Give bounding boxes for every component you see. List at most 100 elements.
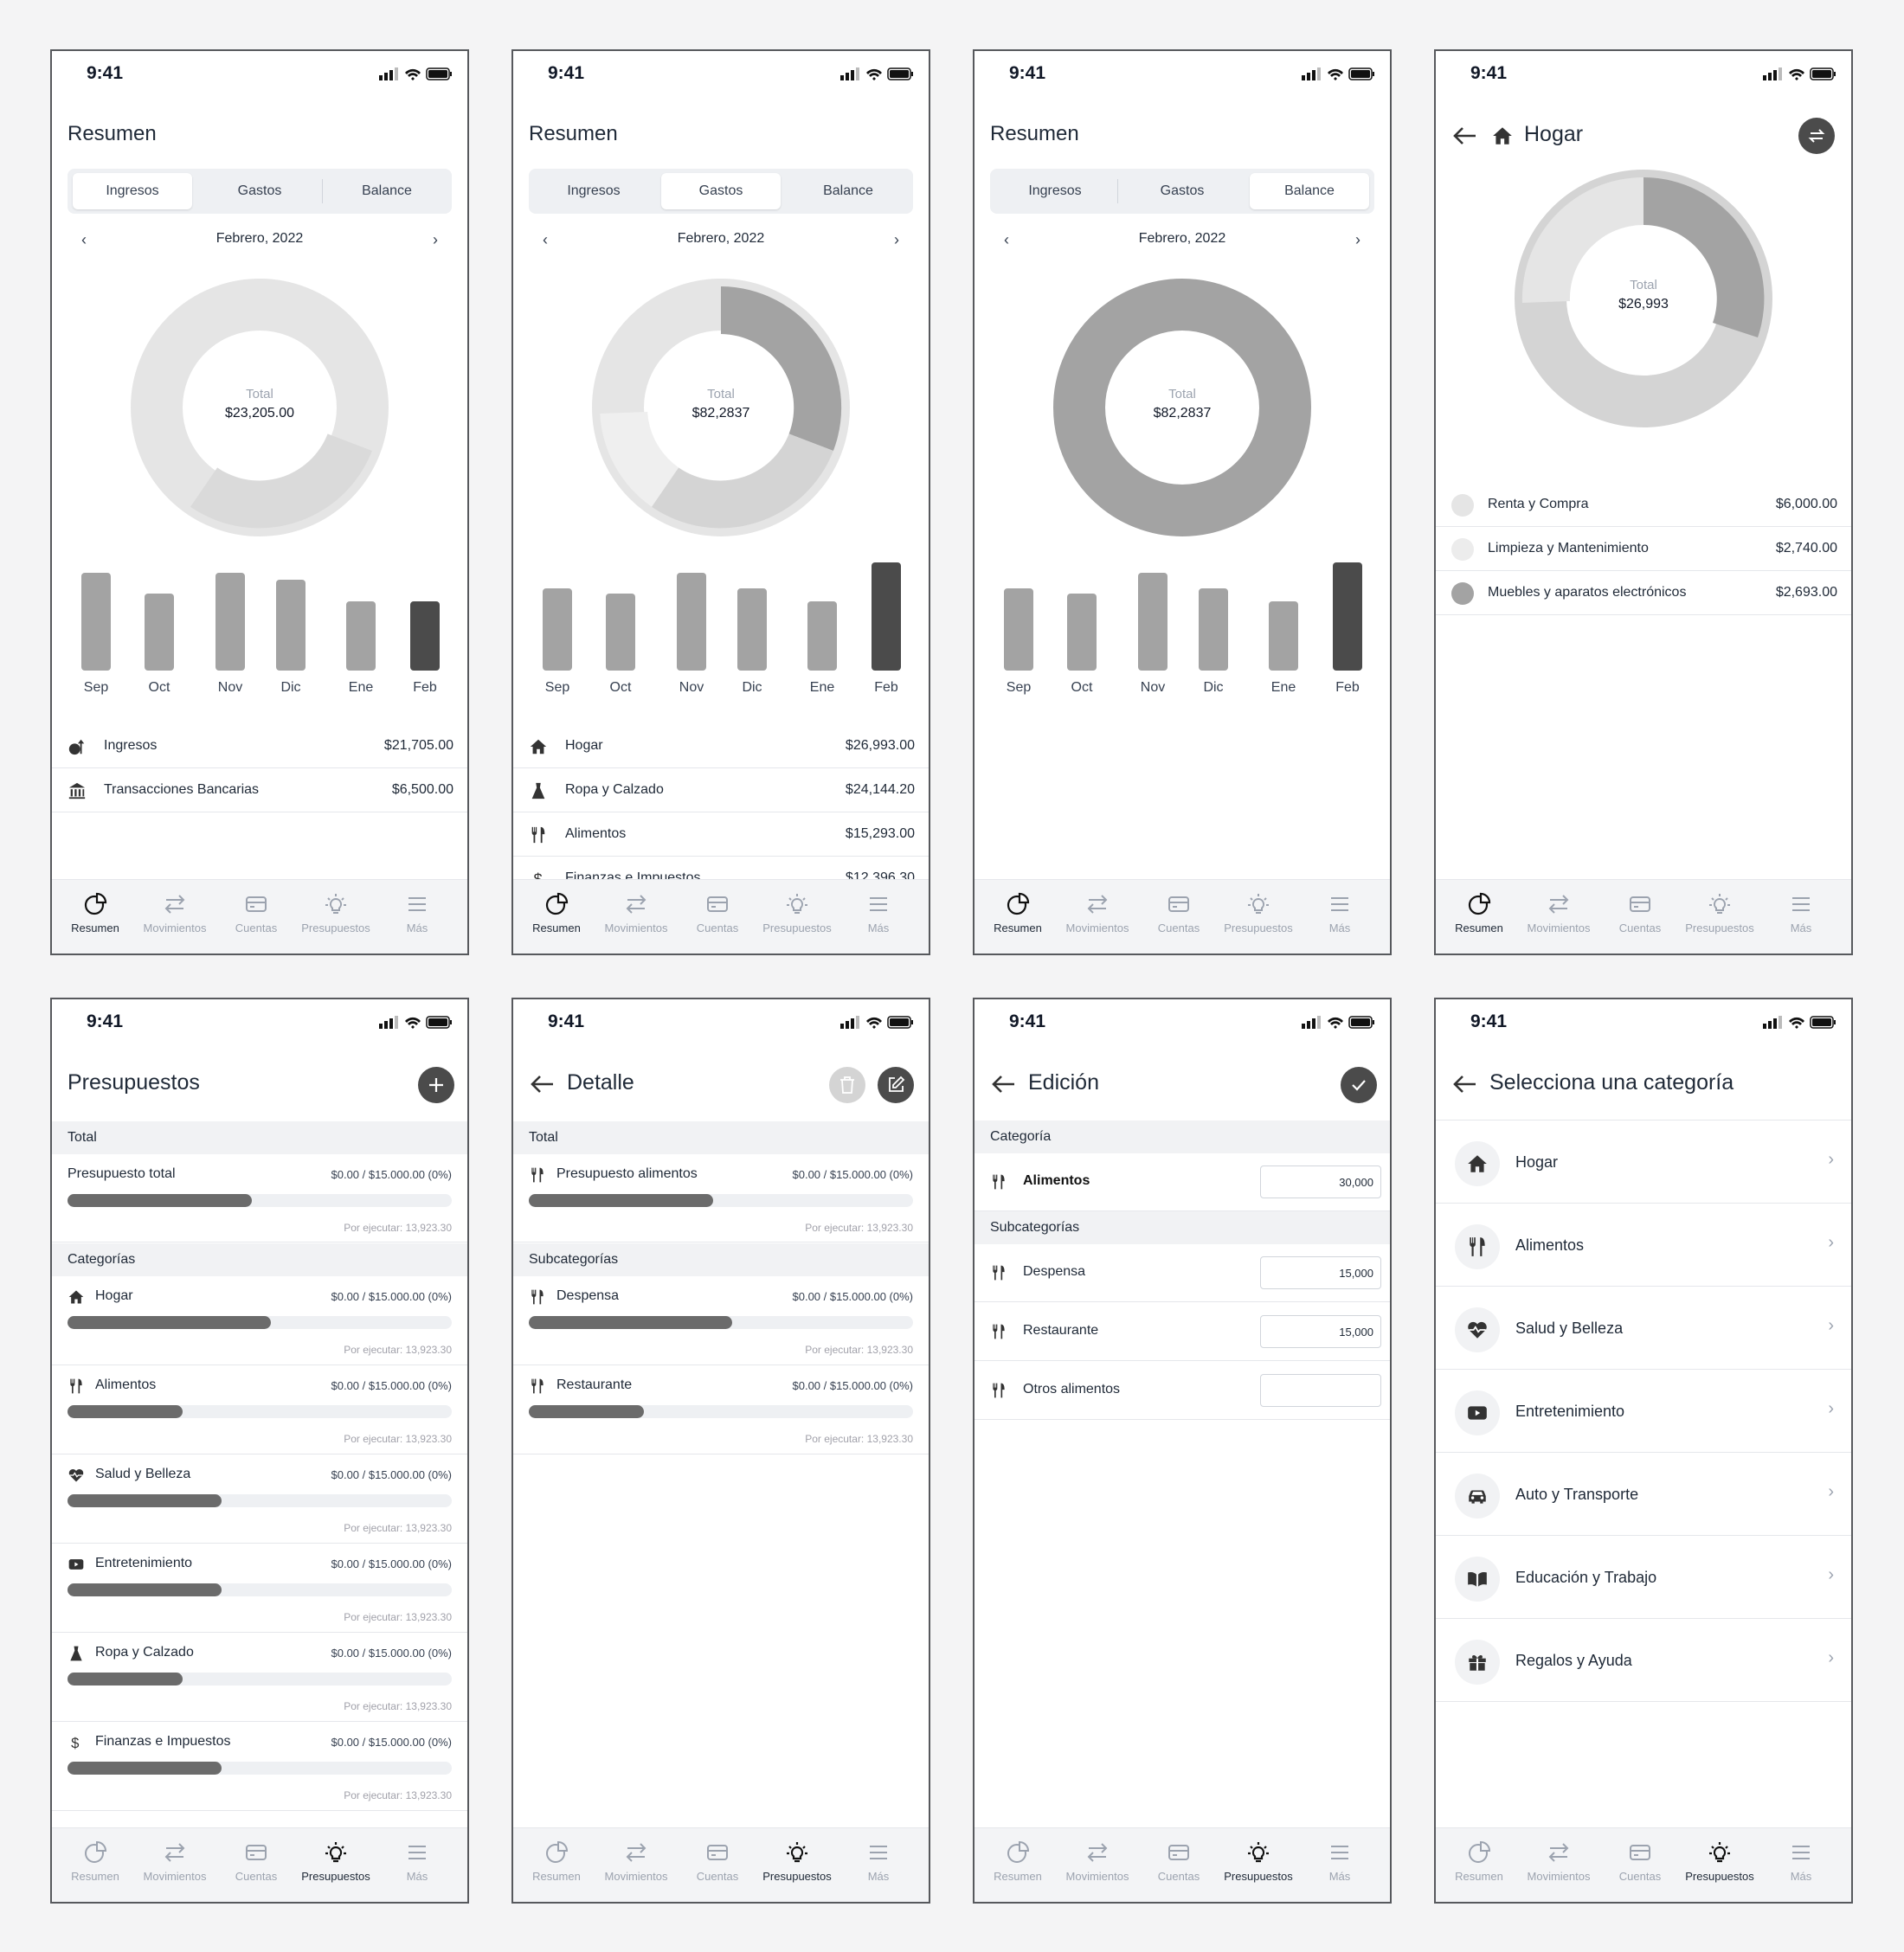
tab-cuentas[interactable]: Cuentas xyxy=(1600,1840,1680,1883)
tab-cuentas[interactable]: Cuentas xyxy=(678,1840,757,1883)
tab-cuentas[interactable]: Cuentas xyxy=(216,892,296,934)
tab-mas[interactable]: Más xyxy=(1761,1840,1841,1883)
tab-presupuestos[interactable]: Presupuestos xyxy=(1680,892,1759,934)
tab-mas[interactable]: Más xyxy=(839,892,918,934)
tab-movimientos[interactable]: Movimientos xyxy=(1058,1840,1137,1883)
budget-item[interactable]: Restaurante $0.00 / $15.000.00 (0%) Por … xyxy=(513,1365,929,1454)
amount-input[interactable]: 15,000 xyxy=(1260,1315,1381,1348)
budget-item[interactable]: Entretenimiento $0.00 / $15.000.00 (0%) … xyxy=(52,1544,467,1633)
tab-presupuestos[interactable]: Presupuestos xyxy=(296,1840,376,1883)
tab-resumen[interactable]: Resumen xyxy=(55,892,135,934)
bar-nov[interactable] xyxy=(215,573,245,671)
budget-item[interactable]: Hogar $0.00 / $15.000.00 (0%) Por ejecut… xyxy=(52,1276,467,1365)
list-item[interactable]: Alimentos $15,293.00 xyxy=(513,812,929,857)
tab-resumen[interactable]: Resumen xyxy=(1439,1840,1519,1883)
tab-resumen[interactable]: Resumen xyxy=(1439,892,1519,934)
tab-presupuestos[interactable]: Presupuestos xyxy=(757,892,837,934)
tab-mas[interactable]: Más xyxy=(1300,892,1380,934)
tab-movimientos[interactable]: Movimientos xyxy=(596,892,676,934)
budget-item[interactable]: Ropa y Calzado $0.00 / $15.000.00 (0%) P… xyxy=(52,1633,467,1722)
bar-sep[interactable] xyxy=(1004,588,1033,671)
tab-movimientos[interactable]: Movimientos xyxy=(1519,1840,1598,1883)
category-item[interactable]: Entretenimiento › xyxy=(1436,1370,1851,1453)
tab-movimientos[interactable]: Movimientos xyxy=(596,1840,676,1883)
prev-month-icon[interactable]: ‹ xyxy=(1004,231,1009,248)
tab-presupuestos[interactable]: Presupuestos xyxy=(296,892,376,934)
bar-ene[interactable] xyxy=(1269,601,1298,671)
tab-cuentas[interactable]: Cuentas xyxy=(678,892,757,934)
budget-item[interactable]: Despensa $0.00 / $15.000.00 (0%) Por eje… xyxy=(513,1276,929,1365)
tab-presupuestos[interactable]: Presupuestos xyxy=(757,1840,837,1883)
bar-nov[interactable] xyxy=(1138,573,1167,671)
segment-balance[interactable]: Balance xyxy=(823,183,873,198)
legend-row[interactable]: Limpieza y Mantenimiento $2,740.00 xyxy=(1436,527,1851,571)
category-item[interactable]: Salud y Belleza › xyxy=(1436,1287,1851,1370)
bar-dic[interactable] xyxy=(737,588,767,671)
bar-ene[interactable] xyxy=(807,601,837,671)
tab-resumen[interactable]: Resumen xyxy=(978,1840,1058,1883)
list-item[interactable]: Hogar $26,993.00 xyxy=(513,724,929,768)
tab-resumen[interactable]: Resumen xyxy=(55,1840,135,1883)
tab-cuentas[interactable]: Cuentas xyxy=(1139,1840,1219,1883)
budget-item[interactable]: Salud y Belleza $0.00 / $15.000.00 (0%) … xyxy=(52,1454,467,1544)
tab-mas[interactable]: Más xyxy=(377,1840,457,1883)
segment-balance[interactable]: Balance xyxy=(1250,173,1369,209)
category-item[interactable]: Hogar › xyxy=(1436,1120,1851,1204)
segment-ingresos[interactable]: Ingresos xyxy=(73,173,192,209)
budget-item[interactable]: Presupuesto total $0.00 / $15.000.00 (0%… xyxy=(52,1154,467,1242)
category-item[interactable]: Alimentos › xyxy=(1436,1204,1851,1287)
category-item[interactable]: Auto y Transporte › xyxy=(1436,1453,1851,1536)
legend-row[interactable]: Muebles y aparatos electrónicos $2,693.0… xyxy=(1436,571,1851,615)
back-arrow-icon[interactable] xyxy=(990,1072,1018,1096)
prev-month-icon[interactable]: ‹ xyxy=(543,231,548,248)
tab-movimientos[interactable]: Movimientos xyxy=(135,1840,215,1883)
segment-ingresos[interactable]: Ingresos xyxy=(567,183,621,198)
tab-resumen[interactable]: Resumen xyxy=(517,892,596,934)
amount-input[interactable] xyxy=(1260,1374,1381,1407)
bar-sep[interactable] xyxy=(543,588,572,671)
edit-button[interactable] xyxy=(878,1067,914,1103)
save-button[interactable] xyxy=(1341,1067,1377,1103)
bar-nov[interactable] xyxy=(677,573,706,671)
delete-button[interactable] xyxy=(829,1067,865,1103)
back-arrow-icon[interactable] xyxy=(529,1072,556,1096)
bar-feb[interactable] xyxy=(872,562,901,671)
switch-button[interactable] xyxy=(1798,118,1835,154)
tab-resumen[interactable]: Resumen xyxy=(517,1840,596,1883)
bar-dic[interactable] xyxy=(1199,588,1228,671)
prev-month-icon[interactable]: ‹ xyxy=(81,231,87,248)
tab-presupuestos[interactable]: Presupuestos xyxy=(1219,892,1298,934)
legend-row[interactable]: Renta y Compra $6,000.00 xyxy=(1436,483,1851,527)
next-month-icon[interactable]: › xyxy=(894,231,899,248)
add-button[interactable] xyxy=(418,1067,454,1103)
segment-gastos[interactable]: Gastos xyxy=(661,173,781,209)
category-item[interactable]: Educación y Trabajo › xyxy=(1436,1536,1851,1619)
bar-feb[interactable] xyxy=(1333,562,1362,671)
tab-mas[interactable]: Más xyxy=(839,1840,918,1883)
tab-resumen[interactable]: Resumen xyxy=(978,892,1058,934)
bar-dic[interactable] xyxy=(276,580,306,671)
tab-movimientos[interactable]: Movimientos xyxy=(1519,892,1598,934)
budget-item[interactable]: $ Finanzas e Impuestos $0.00 / $15.000.0… xyxy=(52,1722,467,1811)
category-item[interactable]: Regalos y Ayuda › xyxy=(1436,1619,1851,1702)
bar-oct[interactable] xyxy=(145,594,174,671)
segment-gastos[interactable]: Gastos xyxy=(1160,183,1205,198)
tab-cuentas[interactable]: Cuentas xyxy=(1139,892,1219,934)
back-arrow-icon[interactable] xyxy=(1451,1072,1479,1096)
segment-ingresos[interactable]: Ingresos xyxy=(1028,183,1082,198)
bar-ene[interactable] xyxy=(346,601,376,671)
list-item[interactable]: Ropa y Calzado $24,144.20 xyxy=(513,768,929,812)
bar-oct[interactable] xyxy=(606,594,635,671)
budget-item[interactable]: Alimentos $0.00 / $15.000.00 (0%) Por ej… xyxy=(52,1365,467,1454)
tab-cuentas[interactable]: Cuentas xyxy=(216,1840,296,1883)
amount-input[interactable]: 15,000 xyxy=(1260,1256,1381,1289)
bar-feb[interactable] xyxy=(410,601,440,671)
bar-oct[interactable] xyxy=(1067,594,1097,671)
next-month-icon[interactable]: › xyxy=(1355,231,1360,248)
tab-mas[interactable]: Más xyxy=(1761,892,1841,934)
list-item[interactable]: Transacciones Bancarias $6,500.00 xyxy=(52,768,467,812)
tab-movimientos[interactable]: Movimientos xyxy=(135,892,215,934)
segment-balance[interactable]: Balance xyxy=(362,183,412,198)
next-month-icon[interactable]: › xyxy=(433,231,438,248)
bar-sep[interactable] xyxy=(81,573,111,671)
